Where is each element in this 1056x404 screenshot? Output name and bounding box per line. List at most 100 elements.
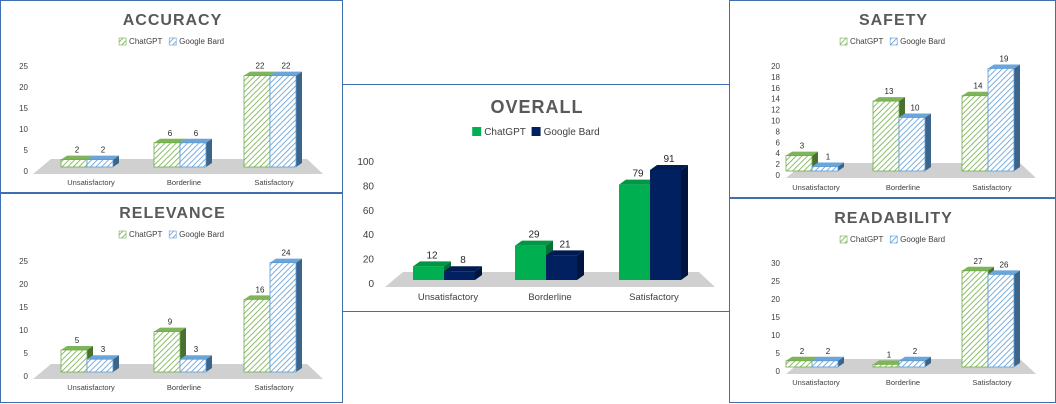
bar-side (681, 164, 688, 280)
legend-label: ChatGPT (850, 235, 883, 244)
data-label: 29 (528, 230, 540, 241)
data-label: 2 (75, 146, 80, 155)
data-label: 16 (256, 285, 265, 294)
bar-front (619, 184, 650, 280)
bar-side (206, 138, 212, 167)
bar-front (785, 155, 813, 172)
data-label: 10 (911, 104, 920, 113)
y-tick-label: 10 (771, 117, 780, 126)
data-label: 3 (800, 142, 805, 151)
y-tick-label: 10 (771, 331, 780, 340)
bar-front (987, 274, 1015, 368)
y-tick-label: 20 (771, 62, 780, 71)
google-bard-bar-borderline (898, 356, 931, 368)
y-tick-label: 20 (19, 280, 28, 289)
bar-top (619, 179, 657, 185)
bar-side (925, 356, 931, 367)
bar-top (988, 270, 1020, 275)
google-bard-bar-unsatisfactory (811, 162, 844, 172)
chart-title: OVERALL (490, 97, 583, 117)
legend-label: Google Bard (179, 230, 224, 239)
legend-swatch-google-bard (531, 127, 541, 136)
y-tick-label: 5 (776, 349, 781, 358)
data-label: 6 (168, 129, 173, 138)
data-label: 2 (101, 146, 106, 155)
google-bard-bar-satisfactory (269, 258, 302, 373)
chatgpt-bar-borderline (153, 327, 186, 373)
y-tick-label: 5 (24, 349, 29, 358)
data-label: 27 (974, 257, 983, 266)
bar-top (786, 356, 818, 361)
x-category-label: Unsatisfactory (418, 292, 478, 303)
chart-title: RELEVANCE (119, 205, 226, 222)
data-label: 1 (887, 350, 892, 359)
bar-top (962, 266, 994, 271)
bar-top (61, 346, 93, 350)
y-tick-label: 14 (771, 95, 780, 104)
bar-front (60, 349, 88, 373)
bar-top (546, 250, 584, 256)
bar-front (987, 68, 1015, 172)
legend-label: ChatGPT (850, 37, 883, 46)
bar-front (785, 360, 813, 368)
bar-front (872, 363, 900, 368)
legend-swatch-google-bard (168, 230, 177, 239)
chatgpt-bar-borderline (515, 240, 553, 280)
x-category-label: Unsatisfactory (792, 378, 840, 387)
bar-front (60, 159, 88, 168)
data-label: 2 (800, 347, 805, 356)
bar-side (838, 162, 844, 171)
y-tick-label: 30 (771, 259, 780, 268)
bar-front (444, 271, 475, 280)
x-category-label: Unsatisfactory (67, 178, 115, 187)
google-bard-bar-unsatisfactory (86, 155, 119, 168)
bar-top (444, 266, 482, 272)
google-bard-bar-borderline (546, 250, 584, 280)
google-bard-bar-borderline (898, 113, 931, 172)
y-tick-label: 15 (19, 303, 28, 312)
data-label: 22 (256, 62, 265, 71)
bar-top (988, 64, 1020, 69)
bar-front (898, 117, 926, 172)
data-label: 22 (282, 62, 291, 71)
y-tick-label: 0 (776, 171, 781, 180)
bar-top (270, 71, 302, 76)
legend-swatch-google-bard (889, 37, 898, 46)
data-label: 6 (194, 129, 199, 138)
bar-side (296, 258, 302, 372)
bar-top (180, 138, 212, 143)
bar-front (179, 142, 207, 168)
bar-top (87, 155, 119, 160)
overall-chart: OVERALL ChatGPT Google Bard 0 20 40 60 80 100 Uns… (357, 97, 715, 303)
google-bard-bar-borderline (179, 355, 212, 373)
google-bard-bar-satisfactory (269, 71, 302, 168)
data-label: 24 (282, 249, 291, 258)
google-bard-bar-unsatisfactory (444, 266, 482, 280)
data-label: 13 (885, 87, 894, 96)
bar-top (154, 327, 186, 332)
bar-side (475, 266, 482, 280)
bar-top (962, 91, 994, 96)
y-tick-label: 0 (24, 167, 29, 176)
bar-top (812, 162, 844, 167)
y-tick-label: 5 (24, 146, 29, 155)
accuracy-chart: ACCURACY ChatGPT Google Bard 0 5 10 15 20 25 Unsa… (19, 12, 323, 187)
readability-chart-panel: READABILITY ChatGPT Google Bard 0 5 10 15 20 25 3… (729, 198, 1056, 403)
y-tick-label: 2 (776, 160, 781, 169)
y-tick-label: 0 (368, 279, 374, 290)
data-label: 3 (101, 345, 106, 354)
y-tick-label: 40 (363, 230, 375, 241)
x-category-label: Unsatisfactory (792, 183, 840, 192)
data-label: 8 (460, 255, 466, 266)
google-bard-bar-unsatisfactory (86, 355, 119, 373)
data-label: 3 (194, 345, 199, 354)
data-label: 91 (663, 154, 675, 165)
accuracy-chart-panel: ACCURACY ChatGPT Google Bard 0 5 10 15 20 25 Unsa… (0, 0, 343, 193)
bar-top (786, 151, 818, 156)
y-tick-label: 10 (19, 326, 28, 335)
data-label: 79 (632, 169, 644, 180)
y-tick-label: 0 (24, 372, 29, 381)
x-category-label: Borderline (167, 383, 201, 392)
y-tick-label: 60 (363, 206, 375, 217)
